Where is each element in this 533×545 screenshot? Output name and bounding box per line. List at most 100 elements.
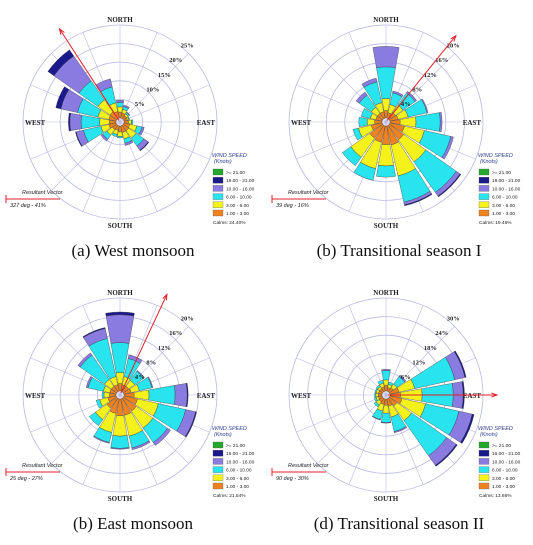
petal-segment: [80, 115, 101, 129]
legend-swatch: [212, 201, 224, 208]
legend-label: 6.00 - 10.00: [226, 468, 252, 474]
direction-label-west: WEST: [25, 392, 46, 400]
ring-label: 12%: [412, 360, 425, 367]
petal-segment: [381, 370, 391, 381]
resultant-value: 39 deg - 16%: [276, 203, 309, 209]
petal-segment: [55, 86, 70, 110]
windrose-chart: 4%8% 12% 16% 20% NORTH SOUTH EAST WEST Resultant…: [5, 289, 255, 503]
legend-title: WIND SPEED: [478, 153, 513, 159]
ring-label: 20%: [181, 316, 194, 323]
calms-label: Calms: 19.46%: [479, 220, 512, 226]
direction-label-west: WEST: [291, 119, 312, 127]
legend-swatch: [478, 193, 490, 200]
legend-label: 3.00 - 6.00: [492, 476, 515, 482]
ring-label: 8%: [412, 87, 422, 94]
petal-segment: [117, 106, 123, 113]
ring-label: 24%: [435, 330, 448, 337]
direction-label-north: NORTH: [107, 16, 133, 24]
direction-label-west: WEST: [291, 392, 312, 400]
petal-segment: [381, 412, 391, 423]
ring-label: 15%: [158, 72, 171, 79]
panel-transitional-season-1: 4% 8% 12% 16% 20% NORTH SOUTH EAST WEST Resultant…: [266, 0, 532, 272]
ring-label: 5%: [135, 101, 145, 108]
legend-label: 16.00 - 21.00: [226, 451, 255, 457]
petal-segment: [392, 90, 404, 97]
legend-swatch: [478, 458, 490, 465]
petal-segment: [77, 352, 93, 368]
windrose-chart: 4%8% 12% 16% 20% NORTH SOUTH EAST WEST Resultant…: [271, 16, 521, 230]
legend-label: 3.00 - 6.00: [226, 203, 249, 209]
ring-label: 18%: [424, 345, 437, 352]
legend-label: 1.00 - 3.00: [226, 211, 249, 217]
petal-segment: [47, 49, 74, 76]
legend-label: 16.00 - 21.00: [492, 178, 521, 184]
petal-segment: [136, 370, 145, 379]
legend-label: >= 21.00: [492, 443, 511, 449]
petal-segment: [99, 118, 110, 126]
petal-segment: [352, 127, 363, 141]
petal-segment: [415, 112, 441, 132]
petal-segment: [383, 379, 389, 386]
petal-segment: [101, 391, 105, 399]
petal-segment: [358, 117, 368, 127]
legend-swatch: [212, 466, 224, 473]
petal-segment: [93, 435, 110, 444]
legend-unit: (Knots): [214, 432, 232, 438]
grid-spoke: [119, 53, 189, 123]
windrose-chart: 5%10% 15% 20% 25% NORTH SOUTH EAST WEST Resultan…: [5, 16, 255, 230]
legend-label: >= 21.00: [226, 443, 245, 449]
legend-swatch: [478, 450, 490, 457]
legend-swatch: [212, 441, 224, 449]
resultant-vector-line: [120, 294, 168, 394]
legend-label: 10.00 - 16.00: [226, 186, 255, 192]
petal-segment: [355, 91, 368, 104]
legend-swatch: [478, 209, 490, 217]
legend-label: 6.00 - 10.00: [492, 468, 518, 474]
petal-segment: [376, 165, 396, 178]
calms-label: Calms: 13.66%: [479, 493, 512, 499]
legend-swatch: [478, 185, 490, 192]
petal-segment: [147, 376, 154, 389]
petal-segment: [128, 119, 132, 125]
resultant-vector-line: [386, 35, 457, 121]
petal-segment: [375, 384, 381, 390]
panel-west-monsoon: 5% 10% 15% 20% 25% NORTH SOUTH EAST WEST Resultan…: [0, 0, 266, 272]
petal-segment: [82, 327, 106, 338]
petal-segment: [382, 404, 390, 414]
ring-label: 20%: [447, 43, 460, 50]
petal-segment: [372, 46, 400, 68]
direction-label-south: SOUTH: [108, 222, 133, 230]
petal-segment: [186, 382, 189, 408]
ring-label: 16%: [435, 57, 448, 64]
petal-segment: [366, 118, 375, 126]
legend-swatch: [212, 168, 224, 176]
legend-title: WIND SPEED: [212, 153, 247, 159]
grid-spoke: [296, 394, 387, 433]
petal-segment: [139, 141, 150, 152]
resultant-label: Resultant Vector: [288, 463, 330, 469]
petal-segment: [123, 104, 130, 109]
ring-label: 10%: [146, 87, 159, 94]
petal-segment: [441, 136, 454, 160]
petal-segment: [378, 144, 394, 167]
direction-label-east: EAST: [197, 392, 216, 400]
petal-segment: [110, 447, 130, 450]
petal-segment: [421, 98, 429, 114]
chart-caption: (d) Transitional season II: [313, 514, 485, 533]
direction-label-south: SOUTH: [374, 495, 399, 503]
ring-label: 6%: [401, 374, 411, 381]
petal-segment: [398, 374, 407, 383]
legend-label: 10.00 - 16.00: [492, 186, 521, 192]
calms-label: Calms: 21.54%: [213, 493, 246, 499]
resultant-vector-arrowhead: [58, 27, 65, 35]
petal-segment: [380, 421, 392, 424]
grid-spoke: [119, 84, 210, 123]
petal-segment: [393, 426, 408, 434]
panel-east-monsoon: 4% 8% 12% 16% 20% NORTH SOUTH EAST WEST Resultant…: [0, 273, 266, 545]
direction-label-north: NORTH: [373, 289, 399, 297]
petal-segment: [148, 385, 176, 405]
resultant-vector-arrowhead: [491, 392, 499, 398]
resultant-vector-line: [59, 28, 120, 121]
petal-segment: [127, 354, 143, 364]
legend-swatch: [478, 482, 490, 490]
